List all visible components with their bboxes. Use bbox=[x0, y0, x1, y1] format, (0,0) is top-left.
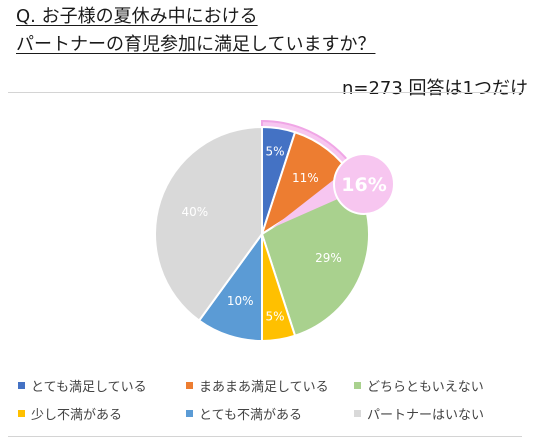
callout-label: 16% bbox=[341, 174, 386, 196]
legend-item-2: まあまあ満足している bbox=[186, 376, 329, 395]
chart-title-line-2: パートナーの育児参加に満足していますか？ bbox=[16, 34, 376, 55]
legend-item-6: パートナーはいない bbox=[354, 404, 484, 423]
legend-label: とても満足している bbox=[31, 380, 147, 395]
legend-swatch bbox=[18, 410, 25, 417]
legend-label: どちらともいえない bbox=[367, 380, 484, 395]
callout-bubble bbox=[333, 153, 395, 215]
legend-swatch bbox=[354, 382, 361, 389]
legend-swatch bbox=[354, 410, 361, 417]
legend-label: まあまあ満足している bbox=[199, 380, 329, 395]
legend-swatch bbox=[18, 382, 25, 389]
data-label-4: 5% bbox=[266, 309, 285, 323]
data-label-6: 40% bbox=[182, 205, 209, 219]
divider-bottom bbox=[8, 436, 522, 437]
legend-item-3: どちらともいえない bbox=[354, 376, 484, 395]
legend-item-5: とても不満がある bbox=[186, 404, 302, 423]
legend-label: パートナーはいない bbox=[367, 408, 485, 423]
legend-label: とても不満がある bbox=[199, 408, 302, 423]
chart-title-line-1: Q. お子様の夏休み中における bbox=[16, 6, 258, 27]
legend-swatch bbox=[186, 382, 193, 389]
legend-item-1: とても満足している bbox=[18, 376, 147, 395]
legend-label: 少し不満がある bbox=[31, 408, 123, 423]
sample-size-note: n=273 回答は1つだけ bbox=[341, 78, 528, 99]
pie-slice-6 bbox=[154, 125, 263, 322]
divider-top bbox=[8, 92, 522, 93]
data-label-3: 29% bbox=[315, 251, 342, 265]
data-label-2: 11% bbox=[292, 171, 319, 185]
legend-swatch bbox=[186, 410, 193, 417]
data-label-5: 10% bbox=[227, 294, 254, 308]
callout-pointer bbox=[272, 178, 340, 228]
data-label-1: 5% bbox=[266, 145, 285, 159]
legend-item-4: 少し不満がある bbox=[18, 404, 122, 423]
